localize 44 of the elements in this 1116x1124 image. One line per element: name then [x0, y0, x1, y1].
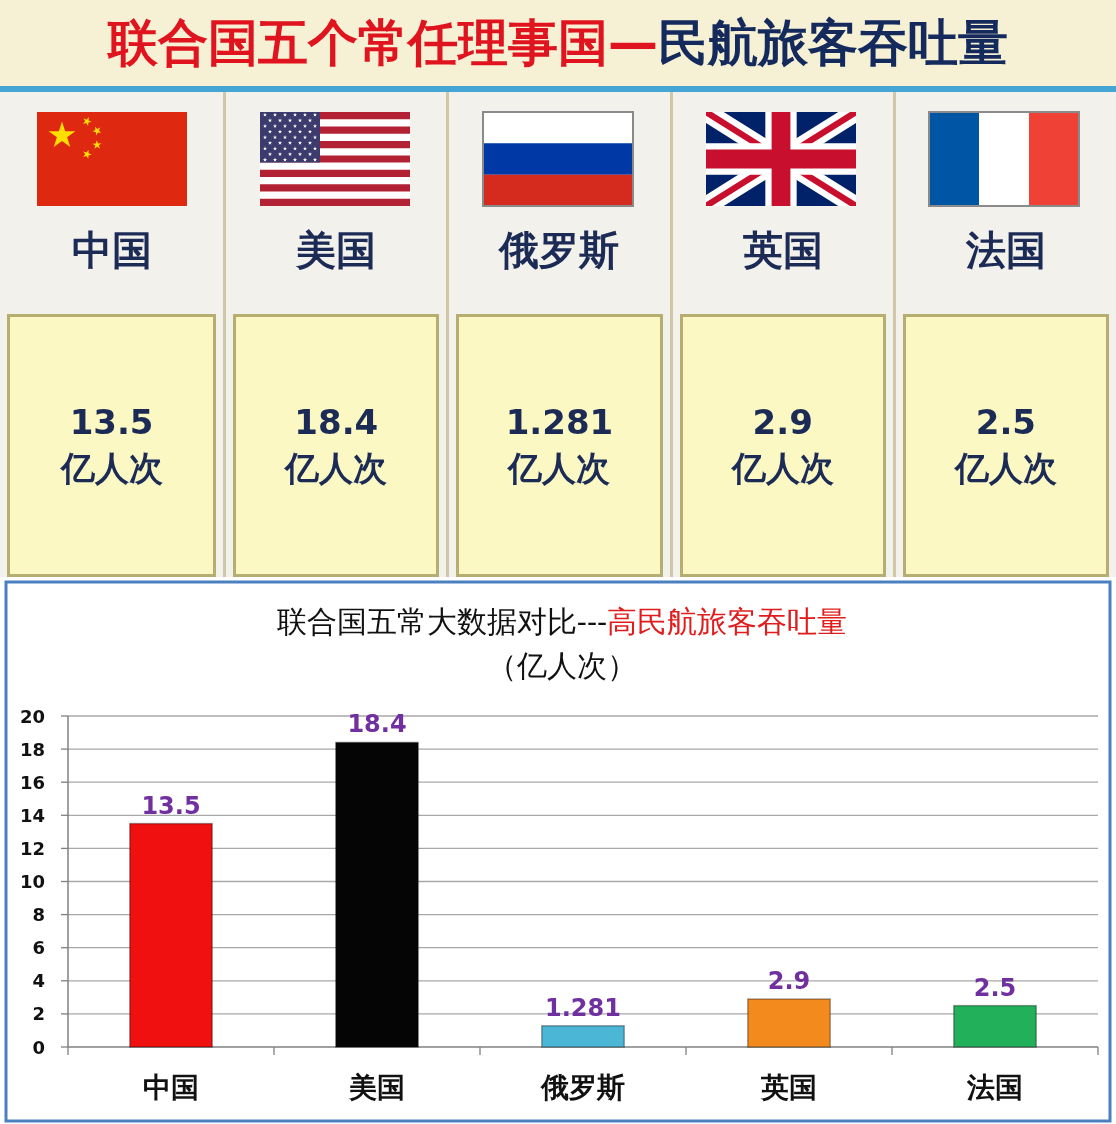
- text: 亿人次: [59, 448, 164, 488]
- x-tick-label: 中国: [143, 1071, 199, 1104]
- bar: [953, 1004, 1037, 1048]
- text: 亿人次: [283, 448, 389, 488]
- x-tick-label: 俄罗斯: [540, 1071, 625, 1104]
- data-label: 18.4: [293, 402, 380, 442]
- x-tick-label: 美国: [348, 1071, 405, 1104]
- data-label: 2.9: [751, 402, 814, 442]
- data-label: 1.281: [504, 402, 615, 442]
- category-label: 英国: [741, 226, 824, 275]
- text: 2.5: [973, 973, 1017, 1002]
- text: 亿人次: [506, 448, 612, 488]
- y-tick-label: 20: [19, 705, 45, 727]
- y-tick-label: 14: [19, 804, 45, 826]
- data-label: 13.5: [68, 402, 155, 442]
- text: 2.9: [767, 967, 811, 996]
- y-tick-label: 8: [32, 904, 45, 926]
- y-tick-label: 10: [19, 871, 45, 892]
- category-label: 俄罗斯: [497, 226, 621, 275]
- data-label: 2.5: [974, 402, 1037, 442]
- y-tick-label: 4: [32, 970, 45, 992]
- text: 13.5: [141, 791, 201, 820]
- bar: [129, 822, 213, 1048]
- y-tick-label: 0: [32, 1036, 45, 1058]
- y-tick-label: 2: [32, 1003, 45, 1025]
- bar: [747, 998, 831, 1048]
- x-tick-label: 英国: [760, 1071, 817, 1104]
- text: 18.4: [347, 710, 407, 739]
- y-tick-label: 6: [32, 937, 45, 959]
- text: 1.281: [545, 993, 621, 1022]
- text: 亿人次: [730, 448, 835, 488]
- chart-subtitle: （亿人次）: [487, 648, 637, 683]
- y-tick-label: 16: [19, 771, 45, 793]
- y-tick-label: 18: [19, 738, 45, 760]
- text: 亿人次: [953, 448, 1058, 488]
- bar: [541, 1025, 625, 1048]
- text: 联合国五个常任理事国—民航旅客吞吐量: [108, 14, 1008, 72]
- chart-title: 联合国五常大数据对比---高民航旅客吞吐量: [276, 604, 848, 639]
- y-tick-label: 12: [19, 837, 45, 859]
- bar: [335, 741, 419, 1048]
- category-label: 法国: [964, 226, 1047, 275]
- category-label: 中国: [70, 226, 153, 275]
- category-label: 美国: [295, 226, 378, 275]
- x-tick-label: 法国: [966, 1071, 1023, 1104]
